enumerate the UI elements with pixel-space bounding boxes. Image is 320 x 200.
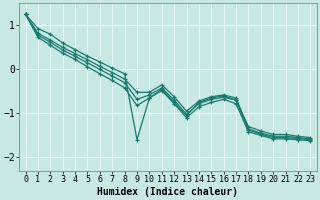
X-axis label: Humidex (Indice chaleur): Humidex (Indice chaleur) [98,186,238,197]
